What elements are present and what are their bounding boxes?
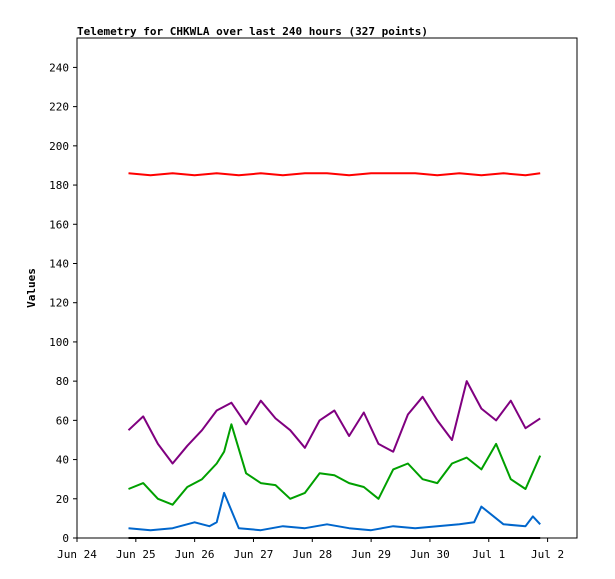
series-line-3 [128,423,542,506]
series-line-1 [128,172,541,177]
x-tick-label: Jun 27 [234,548,274,561]
x-tick-label: Jun 25 [116,548,156,561]
x-axis: Jun 24 Jun 25 Jun 26 Jun 27 Jun 28 Jun 29 Jun … [57,538,564,561]
x-tick-label: Jun 30 [410,548,450,561]
y-tick-label: 0 [62,532,69,545]
y-tick-label: 100 [49,336,69,349]
x-tick-label: Jul 2 [531,548,564,561]
x-tick-label: Jun 26 [175,548,215,561]
x-tick-label: Jul 1 [472,548,505,561]
series-line-4 [128,491,541,532]
y-tick-label: 240 [49,61,69,74]
y-tick-label: 40 [56,454,69,467]
chart-title: Telemetry for CHKWLA over last 240 hours… [77,25,428,38]
y-tick-label: 200 [49,140,69,153]
y-axis: 0 20 40 60 80 100 120 140 160 180 200 220 240 [49,61,77,545]
series-layer [127,172,542,539]
y-tick-label: 220 [49,101,69,114]
y-tick-label: 60 [56,414,69,427]
y-tick-label: 160 [49,218,69,231]
x-tick-label: Jun 29 [351,548,391,561]
y-tick-label: 180 [49,179,69,192]
plot-frame [76,37,578,539]
y-tick-label: 140 [49,257,69,270]
series-line-2 [127,380,541,465]
x-tick-label: Jun 24 [57,548,97,561]
y-tick-label: 20 [56,493,69,506]
y-axis-label: Values [25,268,38,308]
x-tick-label: Jun 28 [292,548,332,561]
y-tick-label: 80 [56,375,69,388]
y-tick-label: 120 [49,297,69,310]
